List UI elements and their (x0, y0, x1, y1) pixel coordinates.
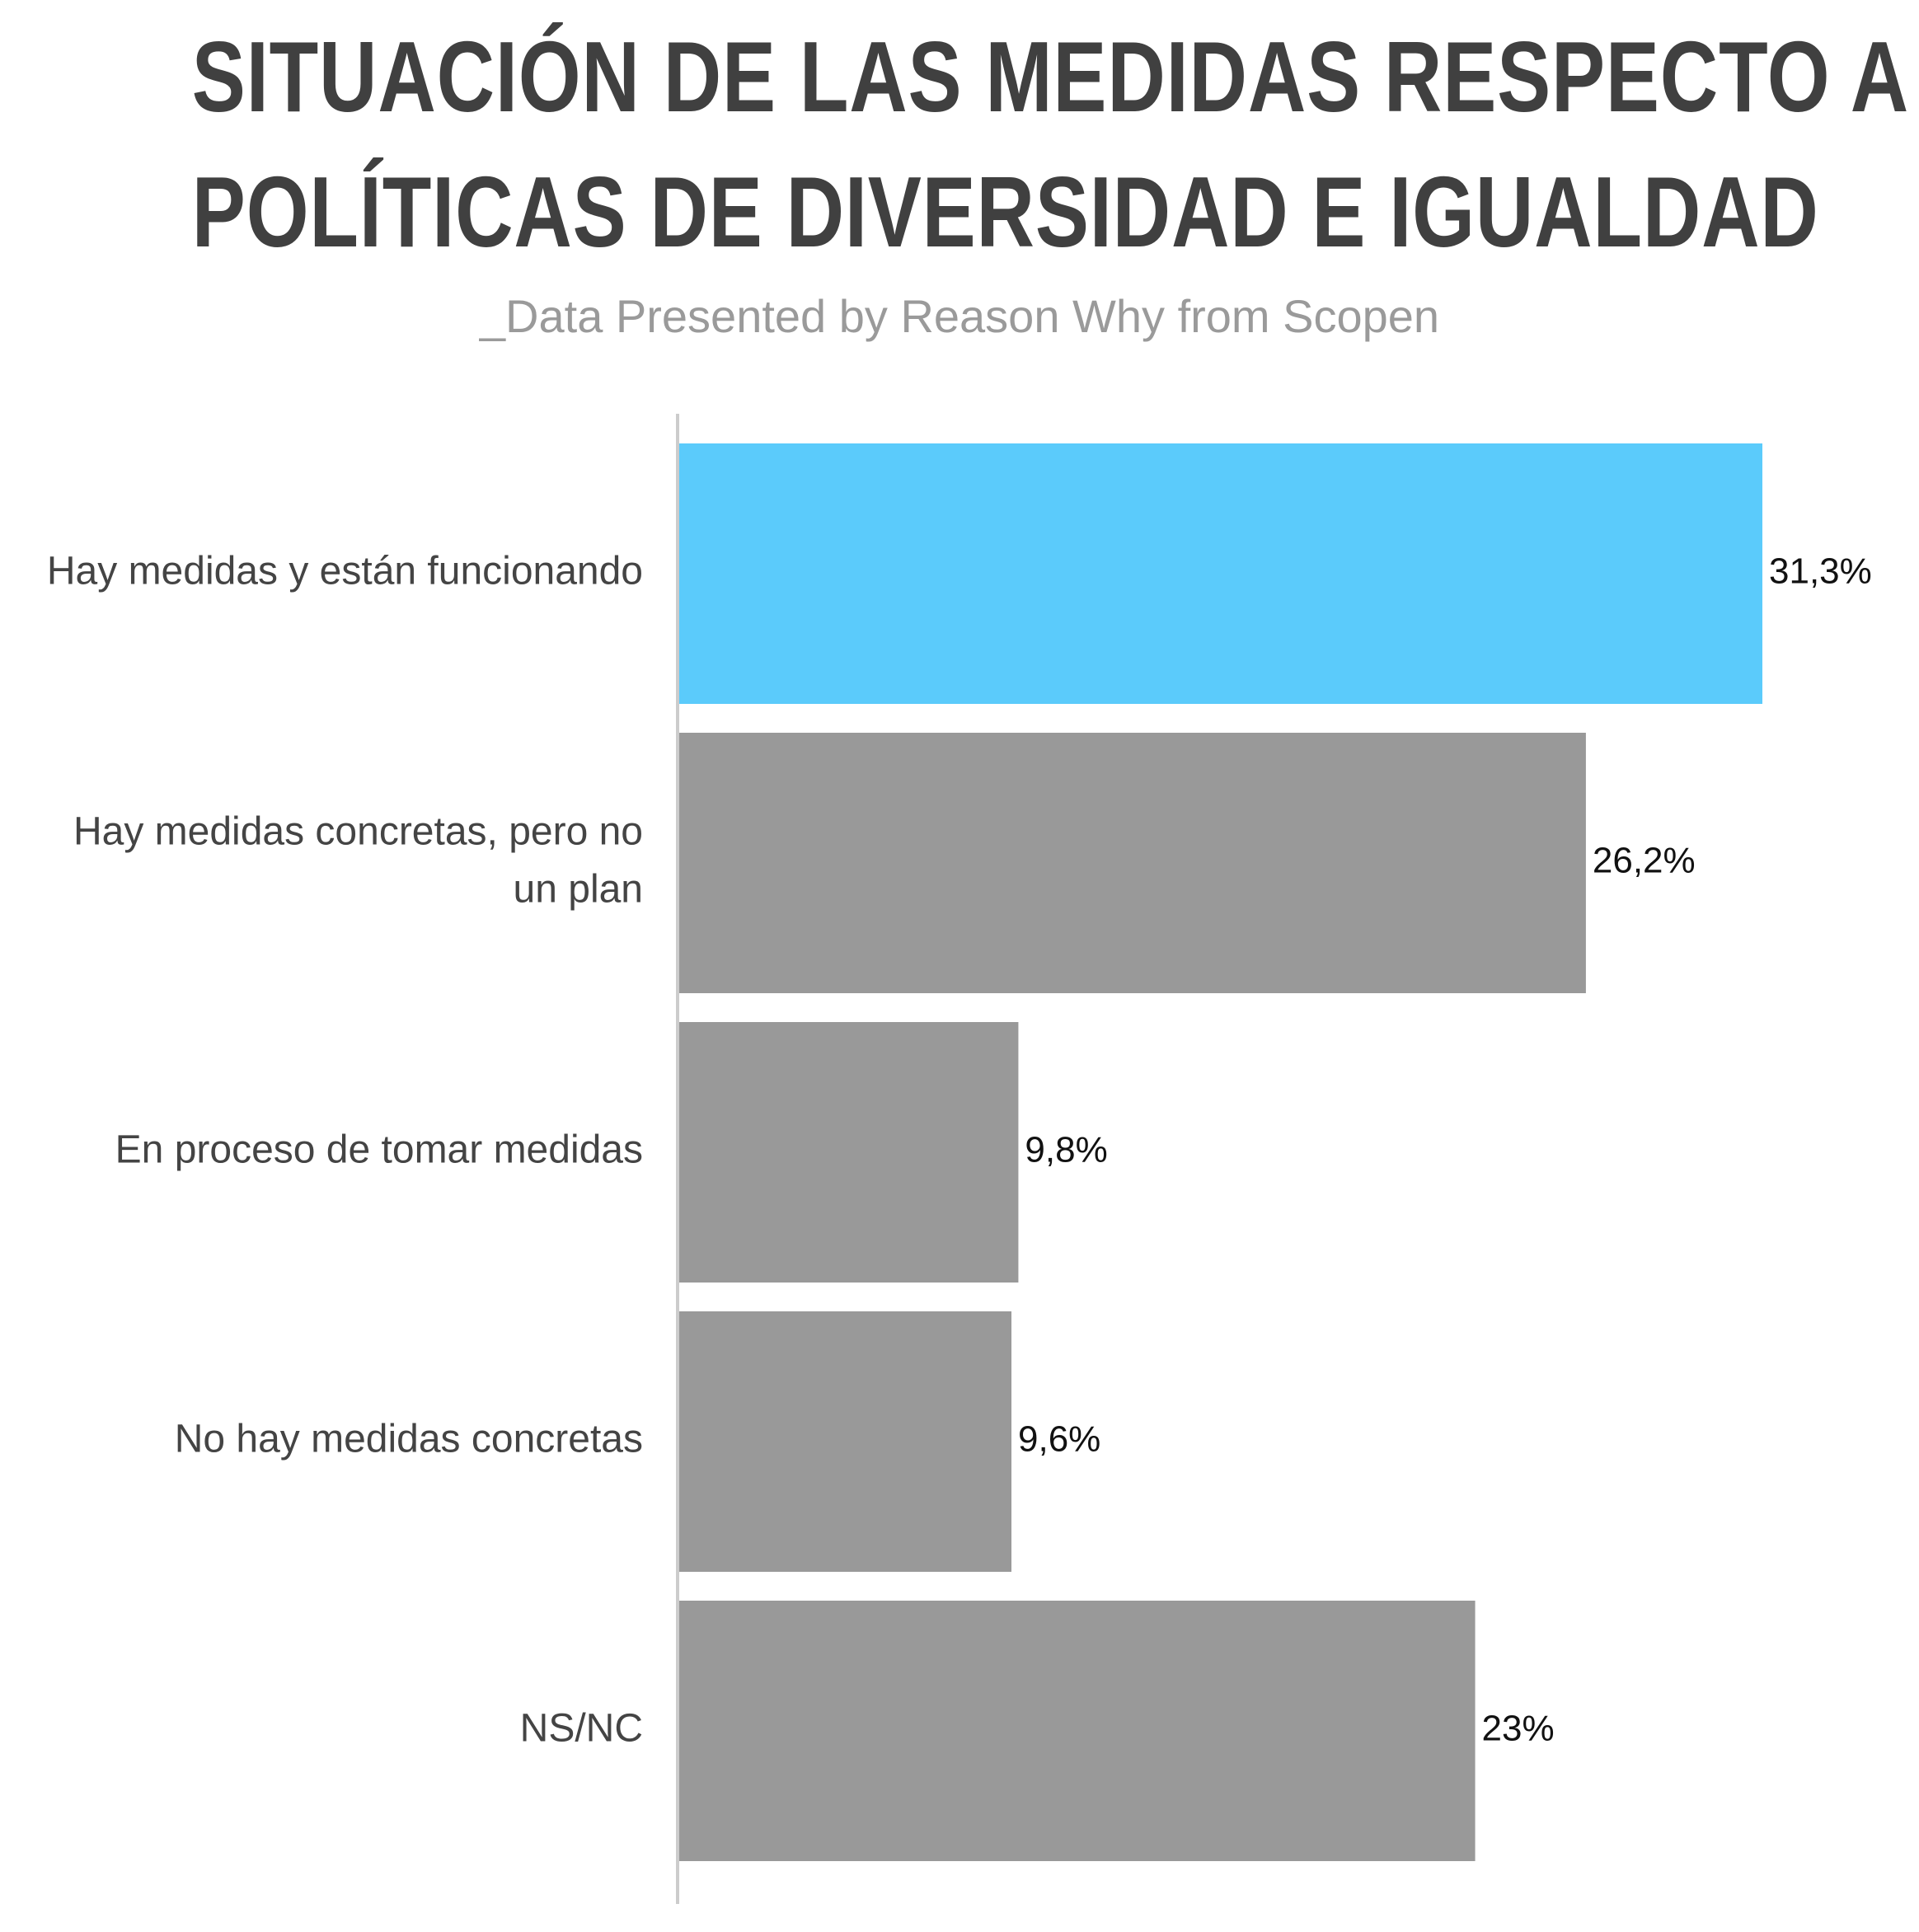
chart-title-line-2: POLÍTICAS DE DIVERSIDAD E IGUALDAD (191, 156, 1819, 268)
bar-5 (679, 1601, 1476, 1861)
category-label-5: NS/NC (520, 1707, 643, 1751)
category-label-2-line-1: Hay medidas concretas, pero no (73, 810, 643, 854)
category-label-5-line-1: NS/NC (520, 1707, 643, 1751)
category-label-4-line-1: No hay medidas concretas (175, 1418, 643, 1461)
chart-title-line-1: SITUACIÓN DE LAS MEDIDAS RESPECTO A (191, 21, 1910, 133)
bar-value-label-5: 23% (1482, 1709, 1555, 1749)
category-label-2-line-2: un plan (514, 868, 643, 912)
bar-value-label-3: 9,8% (1025, 1130, 1107, 1170)
bar-value-label-1: 31,3% (1769, 551, 1872, 592)
bar-1 (679, 443, 1762, 704)
category-label-2: Hay medidas concretas, pero no un plan (73, 810, 643, 912)
category-label-1: Hay medidas y están funcionando (47, 550, 643, 593)
category-label-1-line-1: Hay medidas y están funcionando (47, 550, 643, 593)
bar-3 (679, 1022, 1019, 1283)
chart-subtitle: _Data Presented by Reason Why from Scope… (479, 290, 1440, 342)
category-label-4: No hay medidas concretas (175, 1418, 643, 1461)
category-label-3-line-1: En proceso de tomar medidas (115, 1128, 643, 1172)
bar-value-label-2: 26,2% (1593, 841, 1696, 881)
bar-value-label-4: 9,6% (1018, 1419, 1100, 1460)
category-label-3: En proceso de tomar medidas (115, 1128, 643, 1172)
bar-4 (679, 1311, 1012, 1572)
bar-2 (679, 733, 1586, 993)
